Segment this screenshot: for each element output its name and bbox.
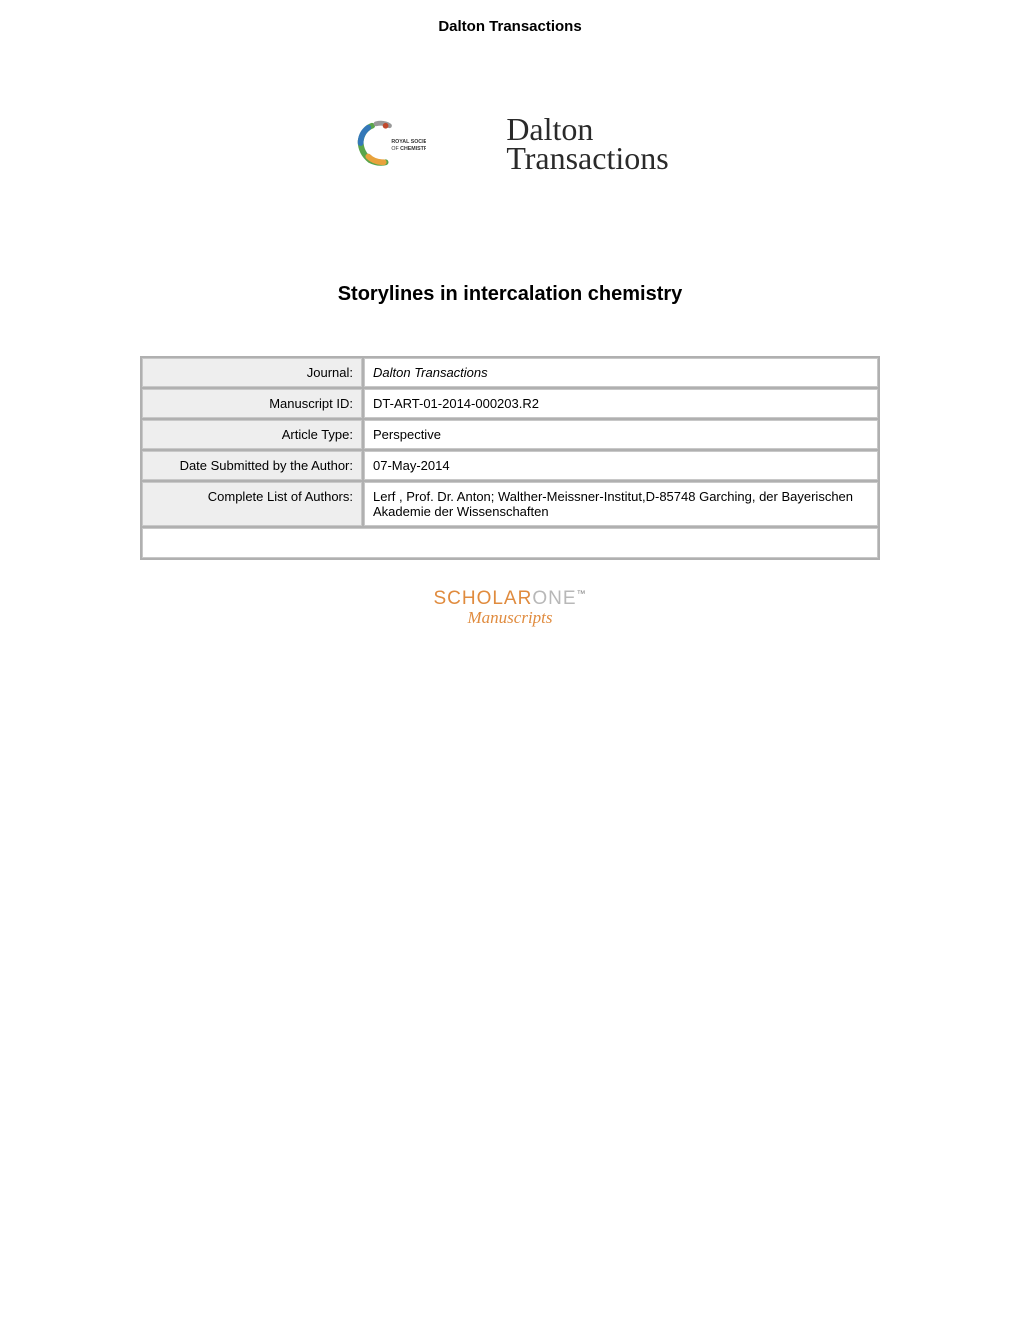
table-row: Article Type:Perspective (142, 420, 878, 449)
table-row: Manuscript ID:DT-ART-01-2014-000203.R2 (142, 389, 878, 418)
rsc-logo: ROYAL SOCIETY OF CHEMISTRY (351, 116, 426, 171)
metadata-value: DT-ART-01-2014-000203.R2 (364, 389, 878, 418)
trademark-symbol: ™ (577, 588, 587, 598)
metadata-label: Manuscript ID: (142, 389, 362, 418)
paper-title: Storylines in intercalation chemistry (0, 283, 1020, 306)
logos-row: ROYAL SOCIETY OF CHEMISTRY Dalton Transa… (0, 115, 1020, 173)
table-empty-row (142, 528, 878, 558)
table-row: Complete List of Authors:Lerf , Prof. Dr… (142, 482, 878, 526)
metadata-label: Article Type: (142, 420, 362, 449)
metadata-label: Complete List of Authors: (142, 482, 362, 526)
metadata-label: Journal: (142, 358, 362, 387)
journal-logo-line2: Transactions (506, 144, 668, 173)
svg-text:OF CHEMISTRY: OF CHEMISTRY (392, 146, 427, 152)
metadata-value: Lerf , Prof. Dr. Anton; Walther-Meissner… (364, 482, 878, 526)
journal-logo: Dalton Transactions (506, 115, 668, 173)
metadata-label: Date Submitted by the Author: (142, 451, 362, 480)
metadata-value: 07-May-2014 (364, 451, 878, 480)
empty-cell (142, 528, 878, 558)
table-row: Date Submitted by the Author:07-May-2014 (142, 451, 878, 480)
table-row: Journal:Dalton Transactions (142, 358, 878, 387)
metadata-table: Journal:Dalton TransactionsManuscript ID… (140, 356, 880, 560)
scholarone-logo: SCHOLARONE™ Manuscripts (0, 588, 1020, 628)
scholarone-scholar-text: SCHOLAR (433, 588, 532, 609)
scholarone-one-text: ONE (532, 588, 576, 609)
metadata-value: Dalton Transactions (364, 358, 878, 387)
scholarone-manuscripts-text: Manuscripts (0, 608, 1020, 628)
page-header-title: Dalton Transactions (0, 0, 1020, 35)
svg-text:ROYAL SOCIETY: ROYAL SOCIETY (392, 139, 427, 145)
metadata-value: Perspective (364, 420, 878, 449)
